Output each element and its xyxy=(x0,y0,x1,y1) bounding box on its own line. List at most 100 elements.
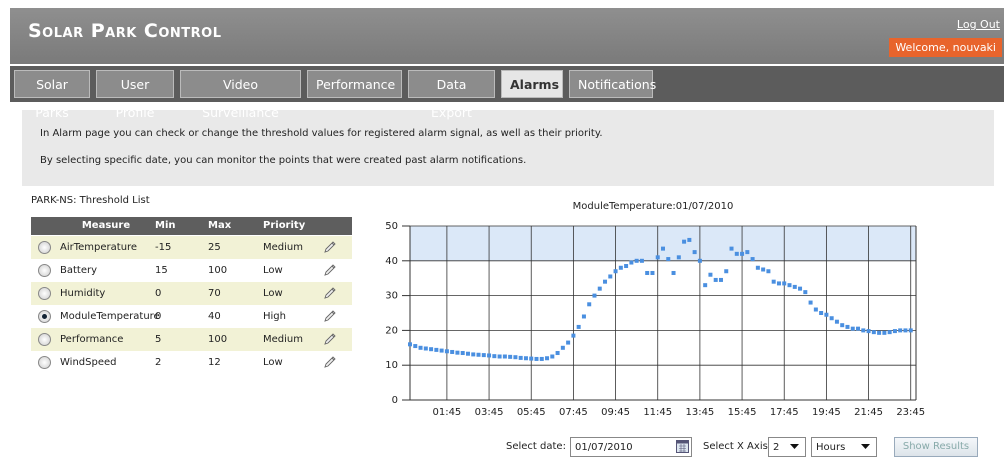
axis-step-select[interactable]: 2 xyxy=(768,437,806,457)
tab[interactable]: User Profile xyxy=(96,70,174,120)
table-cell: 0 xyxy=(155,311,162,322)
dropdown-arrow xyxy=(790,444,799,449)
x-tick-label: 17:45 xyxy=(770,407,799,418)
point xyxy=(776,281,781,286)
point xyxy=(629,260,634,265)
logout-link[interactable]: Log Out xyxy=(956,18,1000,31)
point xyxy=(487,353,492,358)
edit-icon[interactable] xyxy=(323,332,337,346)
point xyxy=(819,311,824,315)
point xyxy=(439,348,444,353)
point xyxy=(655,255,660,260)
radio-button[interactable] xyxy=(38,310,51,323)
table-cell: 5 xyxy=(155,334,162,345)
table-cell: Medium xyxy=(263,334,303,345)
column-header: Measure xyxy=(81,220,131,231)
dropdown-arrow xyxy=(861,444,870,449)
point xyxy=(523,356,528,361)
radio-button[interactable] xyxy=(38,287,51,300)
table-row: Performance 5 100 Medium xyxy=(31,328,352,351)
tab[interactable]: Data Export xyxy=(408,70,495,120)
table-cell: Performance xyxy=(60,334,124,345)
point xyxy=(692,250,697,255)
table-cell: AirTemperature xyxy=(60,242,138,253)
table-cell: Low xyxy=(263,265,283,276)
show-results-button[interactable]: Show Results xyxy=(894,437,978,457)
column-header: Priority xyxy=(263,220,306,231)
welcome-badge: Welcome, nouvaki xyxy=(889,38,1002,57)
point xyxy=(834,319,839,324)
axis-unit-select[interactable]: Hours xyxy=(811,437,877,457)
point xyxy=(450,349,455,354)
point xyxy=(645,270,650,275)
point xyxy=(803,290,808,295)
point xyxy=(792,284,797,289)
point xyxy=(892,329,897,334)
x-tick-label: 07:45 xyxy=(559,407,588,418)
point xyxy=(761,267,766,272)
point xyxy=(766,269,771,274)
radio-button[interactable] xyxy=(38,264,51,277)
calendar-icon[interactable] xyxy=(676,440,689,453)
point xyxy=(650,270,655,275)
point xyxy=(829,316,834,321)
table-row: WindSpeed 2 12 Low xyxy=(31,351,352,374)
point xyxy=(798,286,803,291)
point xyxy=(713,277,718,282)
table-header-bar xyxy=(31,217,352,235)
point xyxy=(465,351,470,356)
point xyxy=(429,347,434,352)
tab[interactable]: Alarms xyxy=(501,70,563,98)
chart-title: ModuleTemperature:01/07/2010 xyxy=(573,201,734,212)
edit-icon[interactable] xyxy=(323,309,337,323)
info-panel xyxy=(22,110,994,186)
point xyxy=(423,346,428,351)
point xyxy=(571,333,576,338)
edit-icon[interactable] xyxy=(323,286,337,300)
table-cell: 70 xyxy=(208,288,221,299)
radio-button[interactable] xyxy=(38,241,51,254)
tab[interactable]: Video Surveillance xyxy=(180,70,301,120)
point xyxy=(734,251,739,256)
table-cell: 100 xyxy=(208,265,228,276)
point xyxy=(555,351,560,356)
point xyxy=(418,345,423,350)
point xyxy=(676,255,681,260)
point xyxy=(597,286,602,291)
tab[interactable]: Performance xyxy=(307,70,402,98)
tab[interactable]: Solar Parks xyxy=(14,70,90,120)
radio-button[interactable] xyxy=(38,356,51,369)
edit-icon[interactable] xyxy=(323,263,337,277)
point xyxy=(613,269,618,274)
edit-icon[interactable] xyxy=(323,355,337,369)
table-cell: High xyxy=(263,311,286,322)
point xyxy=(634,258,639,263)
point xyxy=(444,349,449,354)
edit-icon[interactable] xyxy=(323,240,337,254)
point xyxy=(502,354,507,359)
tab[interactable]: Notifications xyxy=(569,70,656,98)
axis-label: Select X Axis: xyxy=(703,441,772,452)
point xyxy=(808,300,813,305)
point xyxy=(898,328,903,333)
point xyxy=(513,355,518,360)
table-cell: Medium xyxy=(263,242,303,253)
point xyxy=(603,279,608,284)
point xyxy=(703,283,708,288)
table-cell: 100 xyxy=(208,334,228,345)
point xyxy=(882,330,887,335)
point xyxy=(866,329,871,334)
table-cell: 25 xyxy=(208,242,221,253)
point xyxy=(729,246,734,251)
point xyxy=(529,356,534,361)
threshold-title: PARK-NS: Threshold List xyxy=(31,195,150,206)
x-tick-label: 09:45 xyxy=(601,407,630,418)
table-cell: 15 xyxy=(155,265,168,276)
date-input[interactable]: 01/07/2010 xyxy=(570,437,692,457)
point xyxy=(687,237,692,242)
x-tick-label: 13:45 xyxy=(685,407,714,418)
table-cell: WindSpeed xyxy=(60,357,117,368)
radio-button[interactable] xyxy=(38,333,51,346)
point xyxy=(745,250,750,255)
